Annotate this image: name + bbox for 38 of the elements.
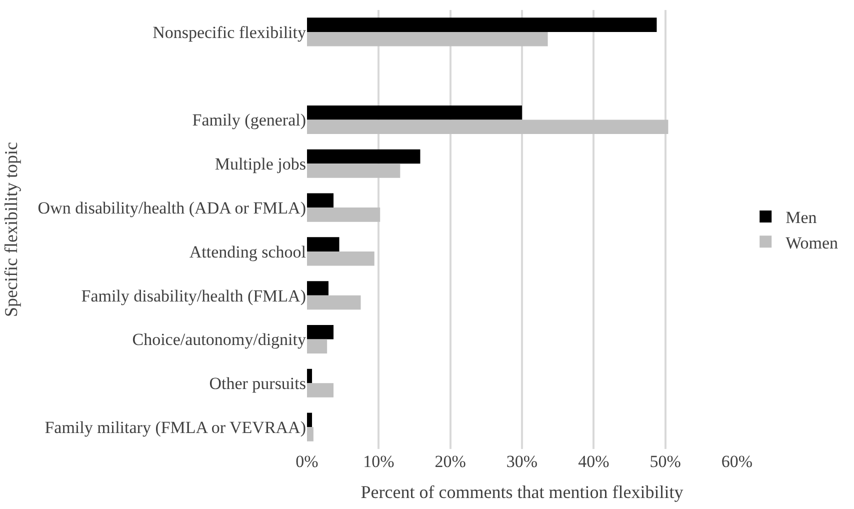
- bar: [307, 32, 548, 46]
- bar: [307, 105, 522, 120]
- x-tick-label: 10%: [363, 452, 394, 471]
- bar: [307, 281, 328, 296]
- x-tick-label: 50%: [650, 452, 681, 471]
- x-tick-label: 0%: [296, 452, 318, 471]
- bar: [307, 237, 340, 252]
- bar: [307, 164, 400, 178]
- bar: [307, 149, 420, 164]
- y-tick-label: Family (general): [192, 110, 306, 130]
- y-tick-label: Attending school: [189, 242, 306, 262]
- x-tick-label: 20%: [434, 452, 466, 471]
- y-tick-label: Multiple jobs: [214, 154, 306, 174]
- y-tick-label: Family military (FMLA or VEVRAA): [44, 418, 306, 437]
- y-tick-label: Own disability/health (ADA or FMLA): [38, 198, 306, 218]
- y-axis-title: Specific flexibility topic: [0, 142, 21, 317]
- legend-label: Men: [786, 208, 818, 228]
- bar: [307, 251, 374, 266]
- y-tick-label: Nonspecific flexibility: [152, 22, 306, 42]
- bar: [307, 18, 657, 32]
- bar: [307, 208, 380, 222]
- bar: [307, 193, 334, 208]
- y-tick-label: Other pursuits: [209, 374, 306, 394]
- y-tick-label: Family disability/health (FMLA): [81, 286, 306, 306]
- bar: [307, 412, 312, 428]
- bar: [307, 368, 312, 384]
- x-axis-title: Percent of comments that mention flexibility: [360, 482, 684, 502]
- x-tick-label: 30%: [506, 452, 538, 471]
- x-tick-label: 60%: [721, 452, 753, 471]
- bar: [307, 339, 328, 354]
- bar: [307, 383, 334, 398]
- bar: [307, 295, 361, 310]
- x-tick-label: 40%: [578, 452, 610, 471]
- legend-label: Women: [786, 233, 839, 252]
- y-tick-label: Choice/autonomy/dignity: [132, 330, 306, 350]
- bar: [307, 324, 334, 340]
- bar: [307, 427, 314, 442]
- bar: [307, 120, 668, 134]
